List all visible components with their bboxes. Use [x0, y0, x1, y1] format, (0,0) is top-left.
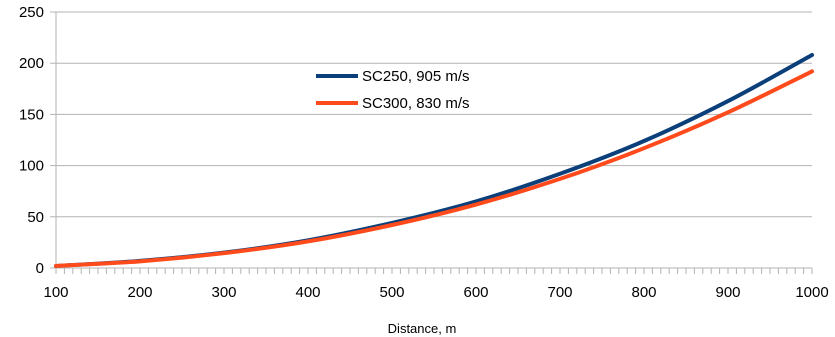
y-tick-label-200: 200 [19, 55, 44, 72]
y-tick-label-250: 250 [19, 4, 44, 21]
y-tick-label-50: 50 [27, 209, 44, 226]
series-lines [54, 53, 814, 268]
grid-lines [56, 11, 812, 269]
x-tick-label-100: 100 [43, 284, 68, 301]
x-axis-ticks: 100 200 300 400 500 600 700 800 900 1000 [43, 268, 829, 301]
y-tick-label-0: 0 [36, 260, 44, 277]
y-axis-ticks: 0 50 100 150 200 250 [19, 4, 56, 277]
legend: SC250, 905 m/s SC300, 830 m/s [316, 68, 470, 112]
series-line-1 [54, 53, 814, 268]
y-tick-label-100: 100 [19, 158, 44, 175]
series-line-2 [54, 69, 814, 268]
legend-label-2: SC300, 830 m/s [362, 95, 470, 112]
x-axis-title: Distance, m [388, 321, 457, 336]
x-tick-label-700: 700 [547, 284, 572, 301]
x-tick-label-500: 500 [379, 284, 404, 301]
x-tick-label-200: 200 [127, 284, 152, 301]
x-tick-label-800: 800 [631, 284, 656, 301]
x-tick-label-900: 900 [715, 284, 740, 301]
axes [55, 12, 812, 269]
x-tick-label-600: 600 [463, 284, 488, 301]
legend-label-1: SC250, 905 m/s [362, 68, 470, 85]
x-tick-label-1000: 1000 [795, 284, 828, 301]
y-tick-label-150: 150 [19, 106, 44, 123]
x-tick-label-400: 400 [295, 284, 320, 301]
x-tick-label-300: 300 [211, 284, 236, 301]
